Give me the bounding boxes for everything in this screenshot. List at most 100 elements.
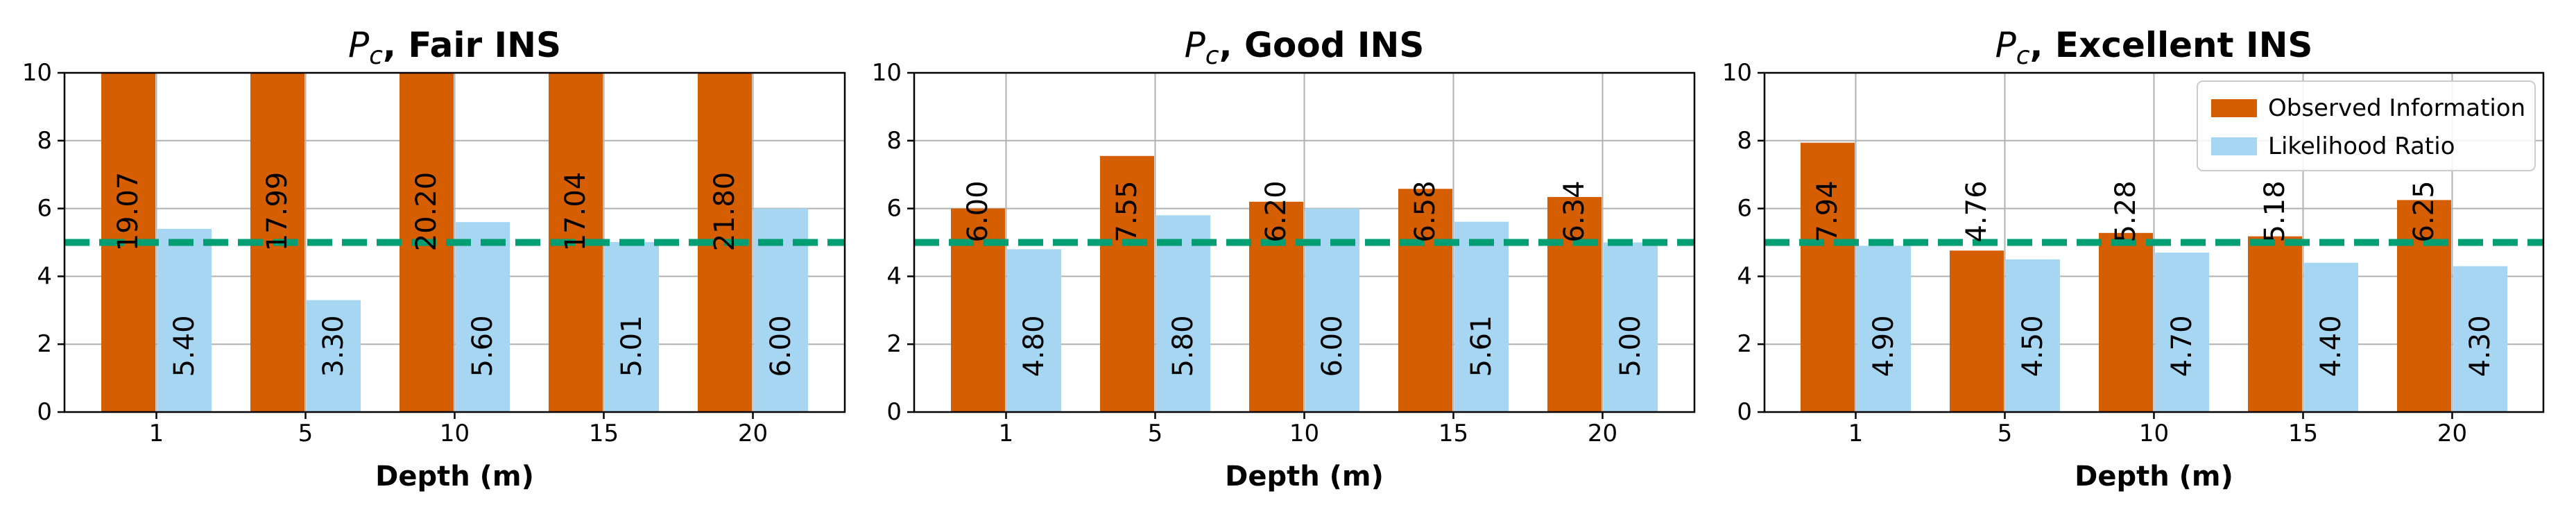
x-tick-label: 20 bbox=[1588, 420, 1617, 447]
bar-value-label: 7.94 bbox=[1812, 180, 1844, 242]
legend-swatch-likelihood-ratio bbox=[2211, 137, 2257, 155]
x-tick-label: 15 bbox=[2288, 420, 2318, 447]
bars bbox=[1801, 142, 2507, 412]
bar-observed-information bbox=[2248, 236, 2302, 412]
y-tick-label: 8 bbox=[886, 127, 902, 155]
bar-value-label: 19.07 bbox=[112, 172, 144, 252]
bar-observed-information bbox=[1950, 250, 2004, 412]
chart-title: Pc, Fair INS bbox=[348, 25, 561, 70]
x-tick-label: 5 bbox=[1148, 420, 1163, 447]
x-tick-label: 15 bbox=[589, 420, 619, 447]
y-tick-label: 0 bbox=[1737, 398, 1752, 426]
bar-value-label: 4.50 bbox=[2017, 315, 2049, 377]
y-tick-label: 2 bbox=[37, 330, 52, 358]
y-tick-label: 0 bbox=[37, 398, 52, 426]
bar-value-label: 5.01 bbox=[616, 315, 648, 377]
x-tick-label: 1 bbox=[149, 420, 164, 447]
bar-value-label: 5.60 bbox=[467, 315, 499, 377]
bar-likelihood-ratio bbox=[2006, 259, 2060, 412]
bar-value-label: 3.30 bbox=[318, 315, 350, 377]
bar-likelihood-ratio bbox=[2304, 262, 2358, 412]
y-tick-label: 10 bbox=[22, 59, 52, 87]
title-variable: P bbox=[1185, 25, 1206, 65]
x-tick-label: 20 bbox=[2437, 420, 2467, 447]
legend-label: Observed Information bbox=[2268, 94, 2525, 122]
title-variable: P bbox=[348, 25, 370, 65]
y-tick-label: 2 bbox=[886, 330, 902, 358]
y-tick-label: 6 bbox=[37, 195, 52, 223]
x-tick-label: 5 bbox=[298, 420, 314, 447]
chart-title: Pc, Excellent INS bbox=[1995, 25, 2313, 70]
bar-value-label: 5.00 bbox=[1615, 315, 1647, 377]
bar-value-label: 20.20 bbox=[411, 172, 443, 252]
bar-observed-information bbox=[1398, 189, 1452, 412]
y-tick-label: 10 bbox=[1722, 59, 1752, 87]
legend-label: Likelihood Ratio bbox=[2268, 132, 2455, 160]
title-suffix: , Fair INS bbox=[383, 25, 561, 65]
bar-likelihood-ratio bbox=[1857, 246, 1911, 412]
bar-value-label: 17.99 bbox=[261, 172, 293, 252]
bar-value-label: 6.00 bbox=[765, 315, 797, 377]
bar-value-label: 4.70 bbox=[2166, 315, 2198, 377]
x-tick-label: 10 bbox=[1289, 420, 1319, 447]
bar-value-label: 6.20 bbox=[1260, 180, 1292, 242]
legend-swatch-observed-information bbox=[2211, 99, 2257, 117]
y-tick-label: 4 bbox=[37, 262, 52, 290]
bar-observed-information bbox=[2397, 200, 2451, 412]
x-axis-label: Depth (m) bbox=[375, 461, 534, 492]
y-tick-label: 6 bbox=[1737, 195, 1752, 223]
y-tick-label: 4 bbox=[886, 262, 902, 290]
bar-value-label: 6.00 bbox=[1316, 315, 1348, 377]
x-axis-label: Depth (m) bbox=[2075, 461, 2233, 492]
bar-likelihood-ratio bbox=[307, 300, 361, 412]
bar-value-label: 6.00 bbox=[962, 180, 994, 242]
y-tick-label: 6 bbox=[886, 195, 902, 223]
bar-likelihood-ratio bbox=[2155, 252, 2209, 412]
x-tick-label: 10 bbox=[440, 420, 470, 447]
chart-panel: 6.00 7.55 6.20 6.58 6.34 4.80 5.80 6.00 5.61 5.00… bbox=[872, 25, 1696, 492]
bar-value-label: 6.58 bbox=[1409, 180, 1441, 242]
x-tick-label: 20 bbox=[738, 420, 768, 447]
legend: Observed Information Likelihood Ratio bbox=[2197, 80, 2536, 171]
bar-value-label: 4.76 bbox=[1961, 180, 1993, 242]
bar-value-label: 4.80 bbox=[1018, 315, 1050, 377]
bar-value-label: 6.25 bbox=[2408, 180, 2440, 242]
y-tick-label: 0 bbox=[886, 398, 902, 426]
bar-likelihood-ratio bbox=[2453, 266, 2507, 412]
legend-box bbox=[2197, 80, 2536, 171]
title-variable: P bbox=[1995, 25, 2017, 65]
x-tick-label: 5 bbox=[1998, 420, 2013, 447]
title-subscript: c bbox=[369, 42, 383, 70]
bars bbox=[951, 155, 1658, 412]
bar-observed-information bbox=[2099, 232, 2153, 412]
bar-value-label: 21.80 bbox=[709, 172, 741, 252]
y-tick-label: 10 bbox=[872, 59, 902, 87]
bar-likelihood-ratio bbox=[1156, 215, 1210, 412]
bar-likelihood-ratio bbox=[456, 222, 510, 412]
bar-observed-information bbox=[1249, 201, 1303, 412]
y-tick-label: 2 bbox=[1737, 330, 1752, 358]
bar-likelihood-ratio bbox=[157, 228, 212, 412]
bar-value-label: 4.30 bbox=[2464, 315, 2496, 377]
bar-likelihood-ratio bbox=[1454, 221, 1509, 412]
bar-value-label: 5.40 bbox=[169, 315, 200, 377]
bar-value-label: 17.04 bbox=[560, 172, 592, 252]
y-tick-label: 8 bbox=[1737, 127, 1752, 155]
y-tick-label: 4 bbox=[1737, 262, 1752, 290]
chart-panel: 19.07 17.99 20.20 17.04 21.80 5.40 3.30 5.60 5.0… bbox=[22, 25, 846, 492]
bar-observed-information bbox=[1801, 142, 1855, 412]
title-subscript: c bbox=[1205, 42, 1219, 70]
x-axis-label: Depth (m) bbox=[1225, 461, 1384, 492]
bar-value-label: 5.28 bbox=[2110, 180, 2142, 242]
bar-value-label: 4.90 bbox=[1868, 315, 1900, 377]
bar-value-label: 6.34 bbox=[1559, 180, 1590, 242]
x-tick-label: 1 bbox=[1848, 420, 1864, 447]
bar-likelihood-ratio bbox=[1007, 249, 1061, 412]
title-subscript: c bbox=[2016, 42, 2030, 70]
x-tick-label: 15 bbox=[1439, 420, 1468, 447]
bar-observed-information bbox=[1100, 155, 1154, 412]
chart-panel: 7.94 4.76 5.28 5.18 6.25 4.90 4.50 4.70 4.40 4.30… bbox=[1722, 25, 2545, 492]
y-tick-label: 8 bbox=[37, 127, 52, 155]
bar-likelihood-ratio bbox=[605, 242, 659, 412]
